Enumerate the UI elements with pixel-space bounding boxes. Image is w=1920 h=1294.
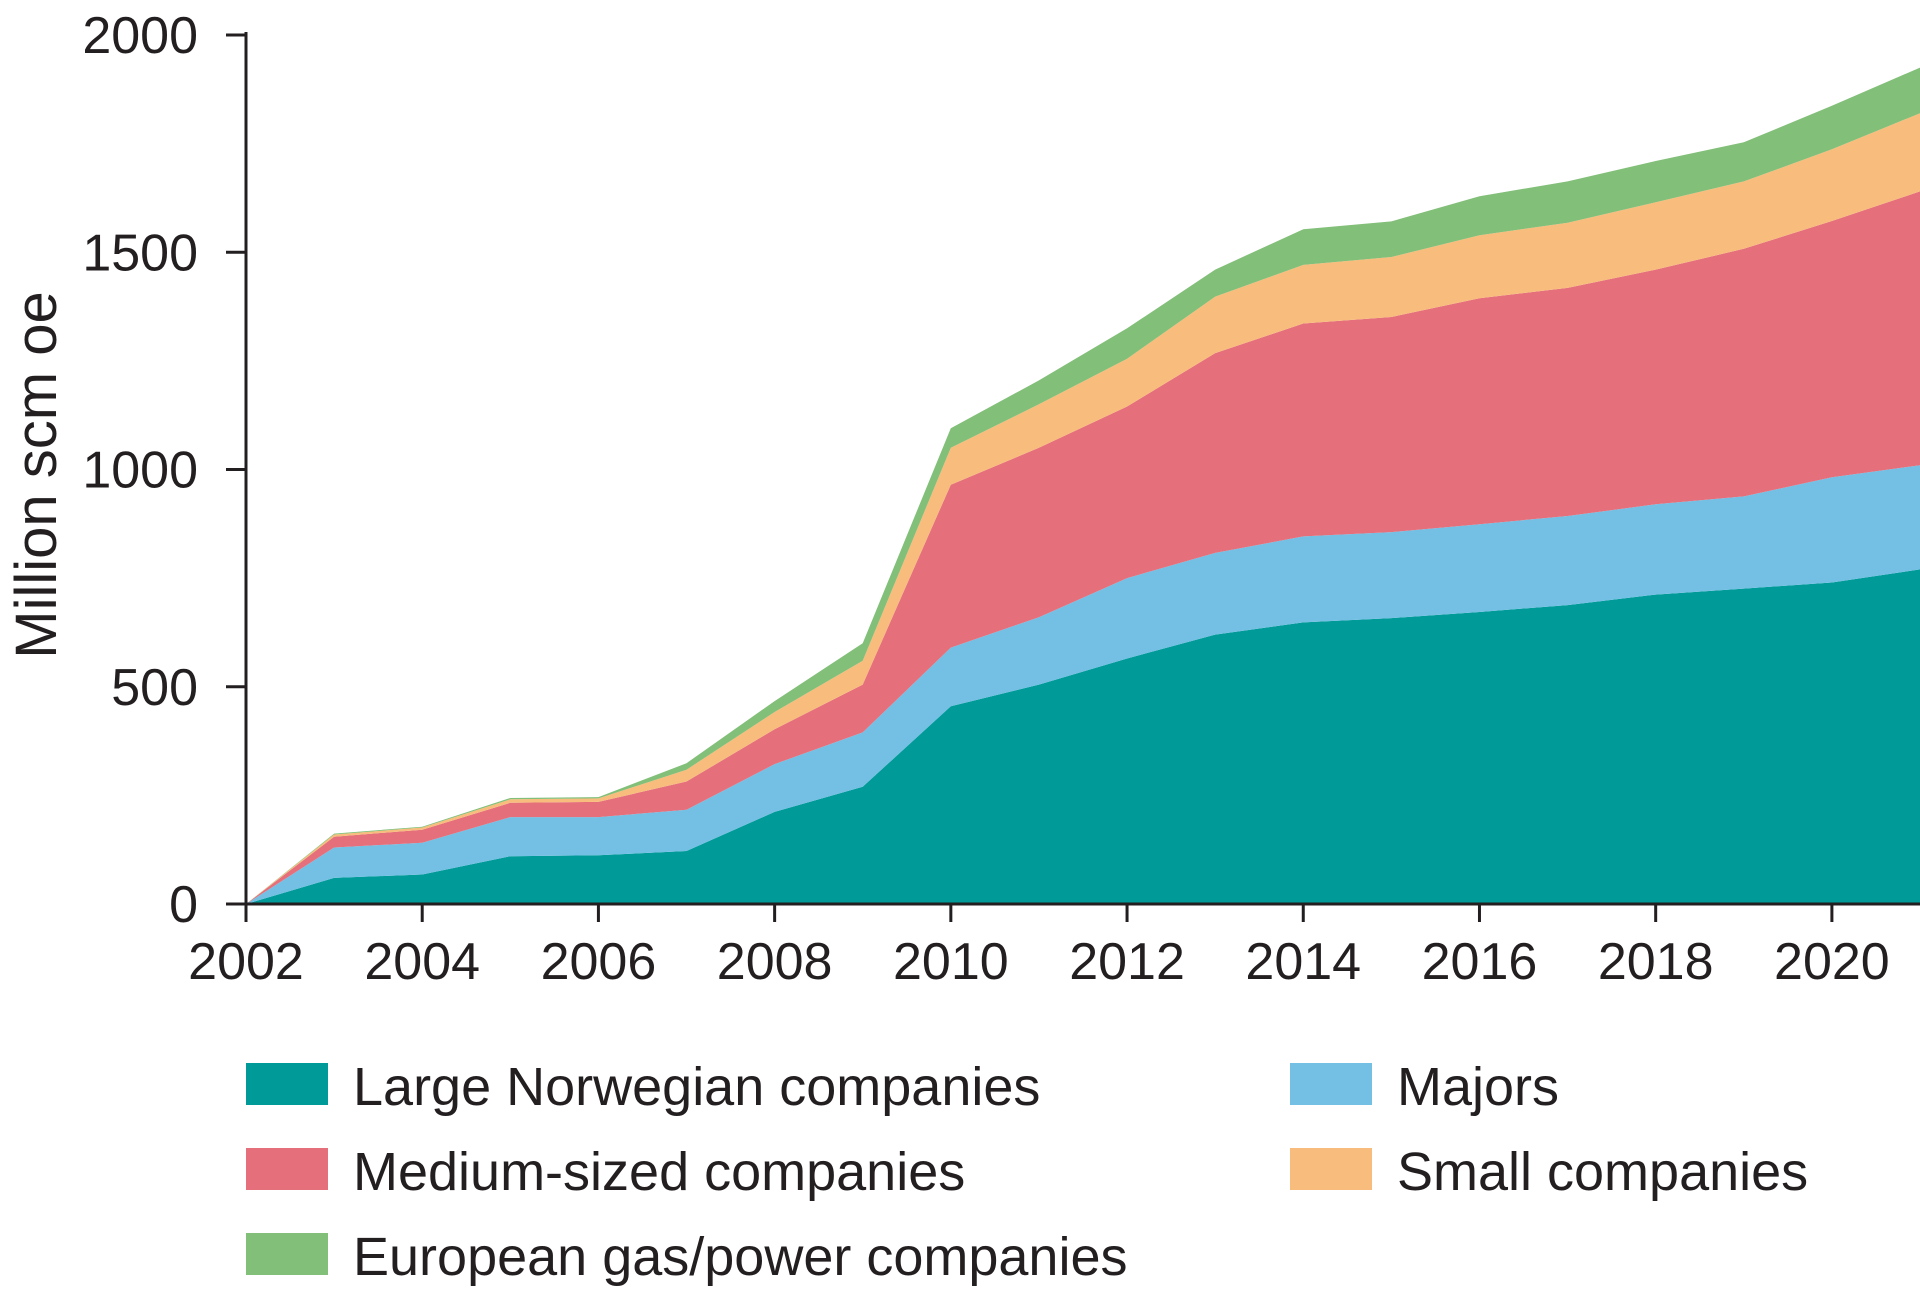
area-series-group: [246, 67, 1920, 905]
legend-swatch: [246, 1063, 328, 1105]
legend: Large Norwegian companies Majors Medium-si…: [246, 1057, 1808, 1287]
y-tick-label: 0: [169, 876, 198, 934]
area-large-norwegian-companies: [246, 569, 1920, 904]
x-tick-label: 2016: [1422, 933, 1538, 991]
area-small-companies: [246, 113, 1920, 904]
legend-label: Small companies: [1397, 1142, 1808, 1202]
y-axis-ticks: 0 500 1000 1500 2000: [82, 7, 246, 934]
x-tick-label: 2018: [1598, 933, 1714, 991]
legend-item-european-gas-power-companies: European gas/power companies: [246, 1227, 1127, 1287]
x-tick-label: 2012: [1069, 933, 1185, 991]
area-majors: [246, 465, 1920, 904]
legend-swatch: [1290, 1148, 1372, 1190]
x-tick-label: 2004: [364, 933, 480, 991]
legend-item-majors: Majors: [1290, 1057, 1559, 1117]
legend-swatch: [1290, 1063, 1372, 1105]
y-axis-title: Million scm oe: [4, 291, 69, 658]
x-tick-label: 2014: [1245, 933, 1361, 991]
x-axis-ticks: 2002 2004 2006 2008 2010 2012 2014 2016 2018 2020: [188, 904, 1890, 991]
x-tick-label: 2008: [717, 933, 833, 991]
legend-item-large-norwegian-companies: Large Norwegian companies: [246, 1057, 1040, 1117]
x-tick-label: 2020: [1774, 933, 1890, 991]
area-medium-sized-companies: [246, 191, 1920, 904]
legend-swatch: [246, 1233, 328, 1275]
y-tick-label: 2000: [82, 7, 198, 65]
x-tick-label: 2010: [893, 933, 1009, 991]
y-tick-label: 1500: [82, 224, 198, 282]
area-european-gas-power-companies: [246, 67, 1920, 905]
legend-label: European gas/power companies: [353, 1227, 1127, 1287]
y-tick-label: 500: [111, 659, 198, 717]
x-tick-label: 2006: [541, 933, 657, 991]
legend-label: Medium-sized companies: [353, 1142, 965, 1202]
legend-swatch: [246, 1148, 328, 1190]
y-tick-label: 1000: [82, 442, 198, 500]
legend-label: Majors: [1397, 1057, 1559, 1117]
legend-item-medium-sized-companies: Medium-sized companies: [246, 1142, 965, 1202]
legend-item-small-companies: Small companies: [1290, 1142, 1808, 1202]
legend-label: Large Norwegian companies: [353, 1057, 1040, 1117]
x-tick-label: 2002: [188, 933, 304, 991]
